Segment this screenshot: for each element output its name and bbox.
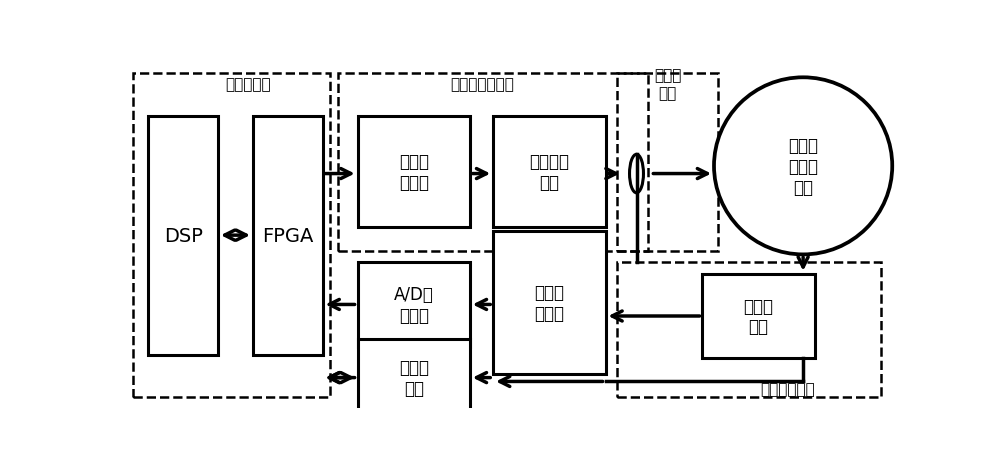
Bar: [148, 117, 218, 355]
Bar: [493, 117, 606, 228]
Bar: [358, 263, 470, 347]
Bar: [702, 274, 815, 358]
Text: 旋转变
压器: 旋转变 压器: [744, 297, 774, 336]
Bar: [493, 232, 606, 374]
Text: FPGA: FPGA: [262, 226, 313, 245]
Text: 信号检测电路: 信号检测电路: [760, 381, 815, 396]
Text: 功率变换
电路: 功率变换 电路: [529, 153, 569, 191]
Text: 容错控制器: 容错控制器: [226, 77, 271, 92]
Bar: [617, 263, 881, 397]
Text: 信号调
理电路: 信号调 理电路: [534, 284, 564, 322]
Bar: [358, 339, 470, 416]
Text: DSP: DSP: [164, 226, 203, 245]
Text: 电流传
感器: 电流传 感器: [654, 68, 681, 101]
Text: 六相永
磁容错
电机: 六相永 磁容错 电机: [788, 137, 818, 196]
Bar: [617, 74, 718, 251]
Bar: [253, 117, 323, 355]
Bar: [338, 74, 648, 251]
Ellipse shape: [714, 78, 892, 255]
Text: 轴角变
换器: 轴角变 换器: [399, 358, 429, 397]
Bar: [358, 117, 470, 228]
Bar: [133, 74, 330, 397]
Text: 隔离驱
动电路: 隔离驱 动电路: [399, 153, 429, 191]
Text: A/D转
换电路: A/D转 换电路: [394, 285, 434, 324]
Ellipse shape: [630, 155, 643, 193]
Text: 容错功率驱动器: 容错功率驱动器: [450, 77, 514, 92]
